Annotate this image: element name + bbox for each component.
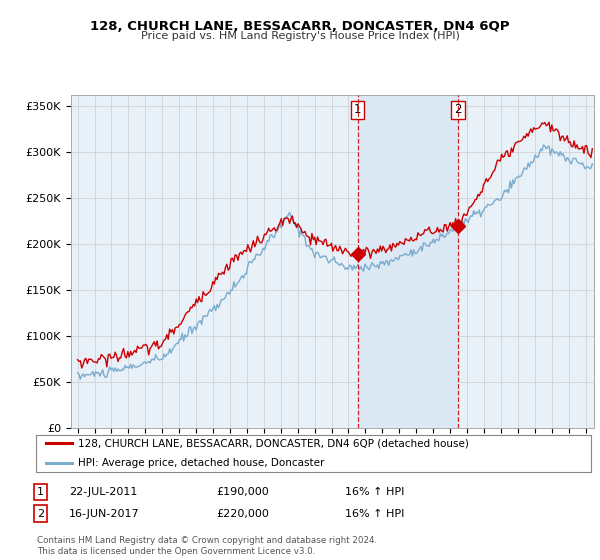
Bar xyxy=(358,95,458,428)
Text: HPI: Average price, detached house, Doncaster: HPI: Average price, detached house, Donc… xyxy=(77,458,324,468)
Text: 2: 2 xyxy=(37,508,44,519)
Text: Price paid vs. HM Land Registry's House Price Index (HPI): Price paid vs. HM Land Registry's House … xyxy=(140,31,460,41)
Text: 128, CHURCH LANE, BESSACARR, DONCASTER, DN4 6QP (detached house): 128, CHURCH LANE, BESSACARR, DONCASTER, … xyxy=(77,438,469,449)
Text: 2: 2 xyxy=(454,104,461,116)
Text: 1: 1 xyxy=(354,104,362,116)
Text: 16% ↑ HPI: 16% ↑ HPI xyxy=(345,487,404,497)
Text: £220,000: £220,000 xyxy=(216,508,269,519)
Text: £190,000: £190,000 xyxy=(216,487,269,497)
Text: 16% ↑ HPI: 16% ↑ HPI xyxy=(345,508,404,519)
Text: 22-JUL-2011: 22-JUL-2011 xyxy=(69,487,137,497)
Text: Contains HM Land Registry data © Crown copyright and database right 2024.
This d: Contains HM Land Registry data © Crown c… xyxy=(37,536,377,556)
Text: 128, CHURCH LANE, BESSACARR, DONCASTER, DN4 6QP: 128, CHURCH LANE, BESSACARR, DONCASTER, … xyxy=(90,20,510,32)
Text: 1: 1 xyxy=(37,487,44,497)
Text: 16-JUN-2017: 16-JUN-2017 xyxy=(69,508,140,519)
